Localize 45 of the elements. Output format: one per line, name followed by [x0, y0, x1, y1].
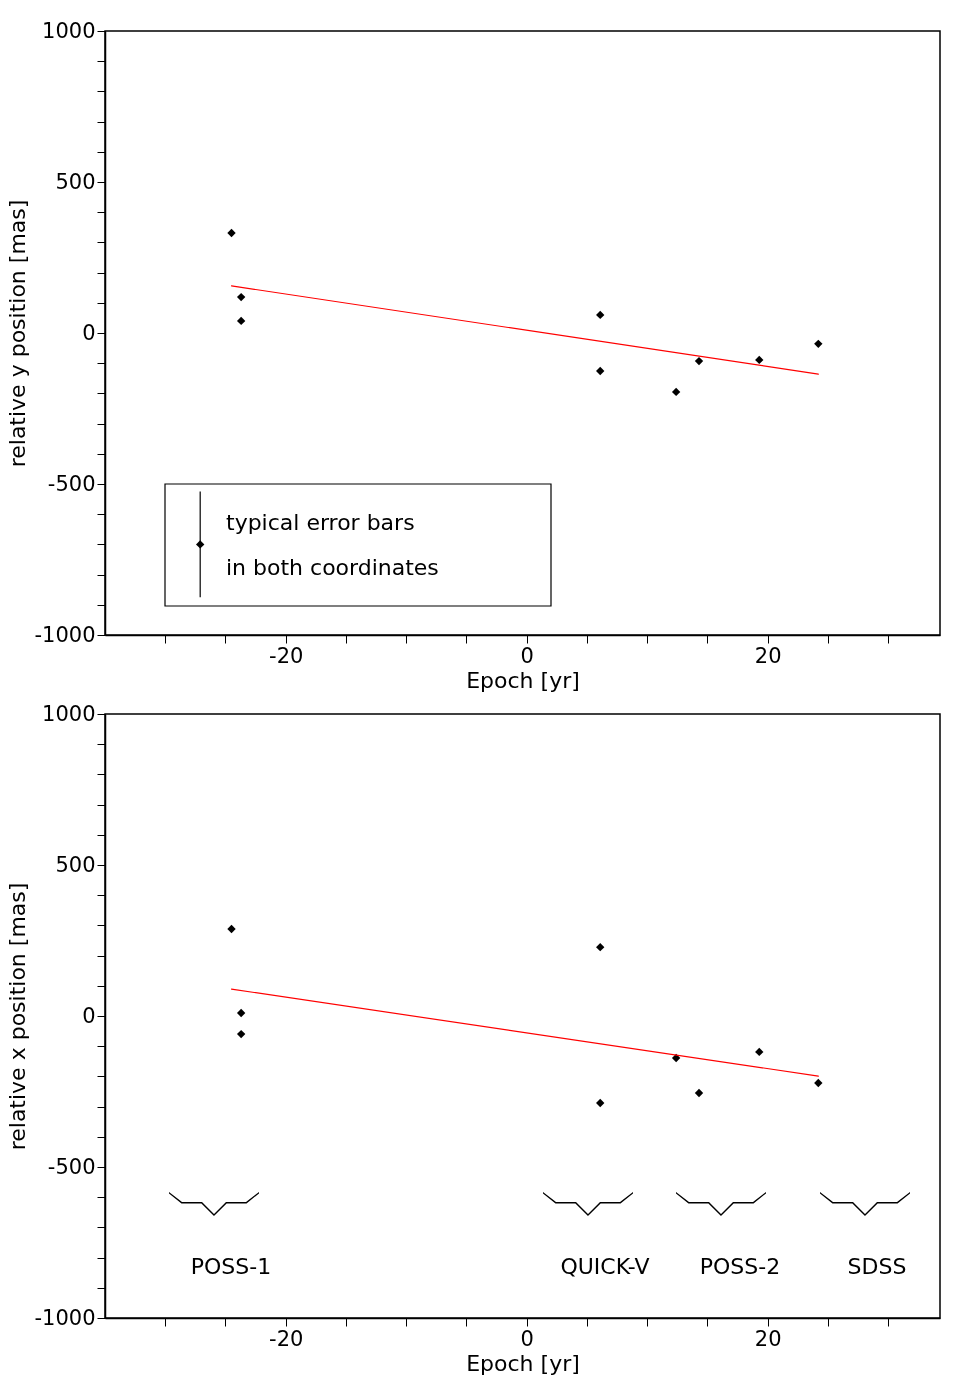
x-tick-label: 0 — [520, 643, 534, 668]
point — [236, 316, 246, 326]
x-tick-label: -20 — [269, 643, 304, 668]
point — [694, 1088, 704, 1098]
annotation: in both coordinates — [226, 555, 439, 580]
point — [814, 339, 823, 349]
point — [236, 1029, 246, 1039]
y-tick-label: 1000 — [42, 18, 96, 43]
x-axis-title: Epoch [yr] — [466, 1350, 580, 1376]
y-tick-label: 0 — [82, 320, 96, 345]
y-tick-label: -1000 — [34, 622, 96, 647]
point — [236, 1008, 246, 1018]
point — [596, 310, 605, 320]
y-tick-label: -500 — [47, 471, 96, 496]
point — [596, 1098, 605, 1108]
x-tick-label: 0 — [520, 1326, 534, 1351]
point — [755, 355, 764, 365]
point — [227, 924, 236, 934]
point — [236, 292, 246, 302]
y-tick-label: 1000 — [42, 701, 96, 726]
x-axis-title: Epoch [yr] — [466, 667, 580, 693]
y-tick-label: -500 — [47, 1154, 96, 1179]
point — [671, 387, 681, 397]
point — [694, 356, 704, 366]
annotation: typical error bars — [226, 510, 415, 535]
y-tick-label: 500 — [55, 852, 96, 877]
point — [671, 1053, 681, 1063]
annotation: POSS-1 — [190, 1254, 272, 1279]
point — [196, 540, 205, 549]
y-tick-label: -1000 — [34, 1305, 96, 1330]
point — [814, 1078, 823, 1088]
point — [596, 366, 605, 376]
annotation: QUICK-V — [560, 1254, 650, 1279]
point — [596, 942, 605, 952]
annotation: SDSS — [847, 1254, 907, 1279]
annotation: POSS-2 — [699, 1254, 781, 1279]
y-tick-label: 0 — [82, 1003, 96, 1028]
y-axis-title: relative y position [mas] — [5, 199, 31, 468]
y-axis-title: relative x position [mas] — [5, 882, 31, 1151]
x-tick-label: -20 — [269, 1326, 304, 1351]
x-tick-label: 20 — [754, 1326, 782, 1351]
y-tick-label: 500 — [55, 169, 96, 194]
point — [755, 1047, 764, 1057]
point — [227, 228, 236, 238]
x-tick-label: 20 — [754, 643, 782, 668]
